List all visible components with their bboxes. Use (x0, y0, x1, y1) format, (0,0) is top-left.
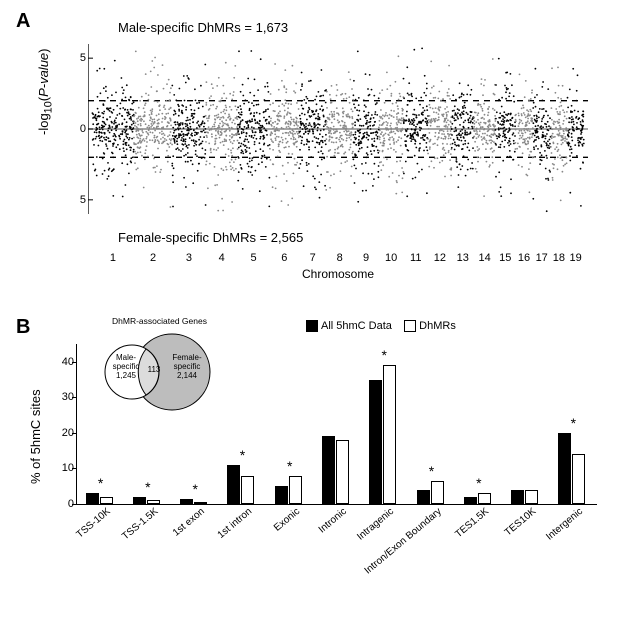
bar-dhmr (194, 502, 207, 504)
panel-a-ylabel: -log10(P-value) (36, 49, 55, 136)
legend-swatch-open (404, 320, 416, 332)
sig-marker: * (382, 347, 387, 363)
bar-dhmr (572, 454, 585, 504)
bar-all (227, 465, 240, 504)
bar-dhmr (431, 481, 444, 504)
sig-marker: * (240, 447, 245, 463)
bar-dhmr (336, 440, 349, 504)
bar-dhmr (478, 493, 491, 504)
bar-dhmr (383, 365, 396, 504)
venn-title: DhMR-associated Genes (112, 316, 207, 326)
manhattan-wrap: Male-specific DhMRs = 1,673 -log10(P-val… (88, 20, 588, 280)
bar-all (369, 380, 382, 504)
sig-marker: * (98, 475, 103, 491)
panel-b-ylabel: % of 5hmC sites (28, 389, 43, 484)
bar-all (558, 433, 571, 504)
bar-dhmr (525, 490, 538, 504)
panel-b: B DhMR-associated Genes Male-specific1,2… (10, 316, 613, 616)
bar-dhmr (100, 497, 113, 504)
sig-marker: * (571, 415, 576, 431)
bar-all (464, 497, 477, 504)
sig-marker: * (192, 481, 197, 497)
bar-dhmr (289, 476, 302, 504)
sig-marker: * (145, 479, 150, 495)
legend-swatch-filled (306, 320, 318, 332)
panel-a-xlabel: Chromosome (88, 267, 588, 281)
panel-b-legend: All 5hmC Data DhMRs (306, 320, 456, 332)
bar-all (511, 490, 524, 504)
bar-dhmr (241, 476, 254, 504)
panel-b-yticks: 010203040 (52, 344, 74, 504)
legend-open-label: DhMRs (419, 320, 456, 332)
panel-a-label: A (16, 10, 30, 33)
bar-all (417, 490, 430, 504)
bar-all (275, 486, 288, 504)
sig-marker: * (429, 463, 434, 479)
bar-all (86, 493, 99, 504)
barchart-wrap: DhMR-associated Genes Male-specific1,245… (76, 324, 596, 604)
bar-all (322, 436, 335, 504)
bar-dhmr (147, 500, 160, 504)
manhattan-plot (88, 44, 588, 214)
sig-marker: * (476, 475, 481, 491)
bar-all (133, 497, 146, 504)
barchart: * * * * * * * * * (76, 344, 597, 505)
panel-b-label: B (16, 316, 30, 339)
panel-a: A Male-specific DhMRs = 1,673 -log10(P-v… (10, 10, 613, 310)
sig-marker: * (287, 458, 292, 474)
legend-filled-label: All 5hmC Data (321, 320, 392, 332)
male-caption: Male-specific DhMRs = 1,673 (118, 20, 288, 35)
female-caption: Female-specific DhMRs = 2,565 (118, 230, 303, 245)
panel-a-yticks: 505 (68, 44, 86, 214)
bar-all (180, 499, 193, 504)
